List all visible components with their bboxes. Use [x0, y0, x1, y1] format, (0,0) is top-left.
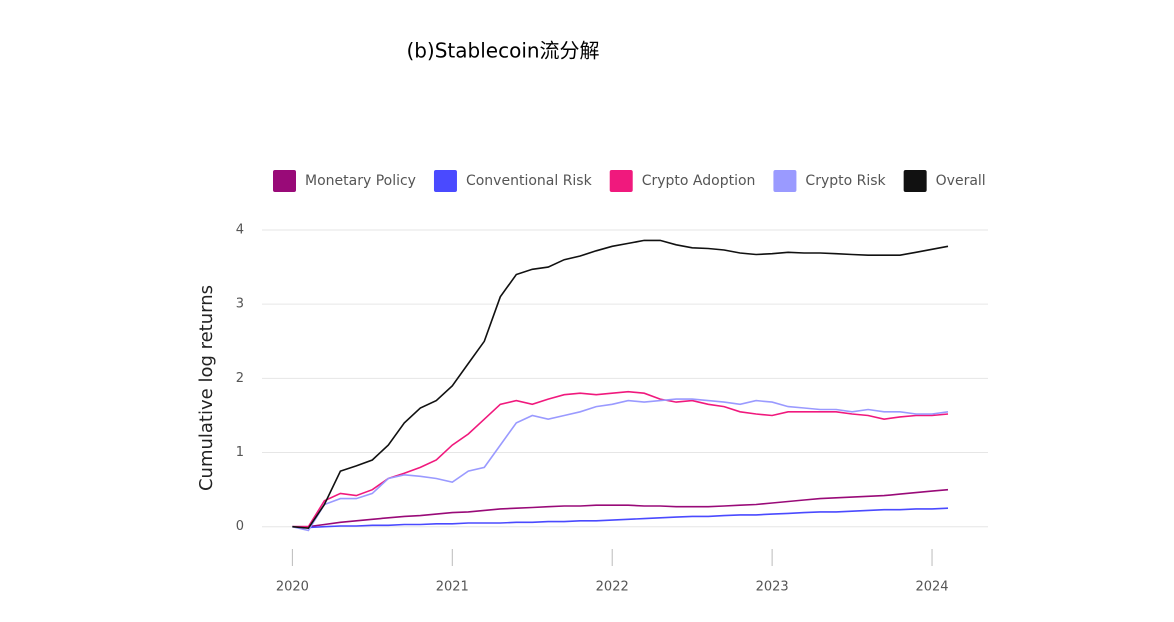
chart-title: (b)Stablecoin流分解 [406, 39, 599, 63]
line-series [292, 239, 949, 530]
x-tick-label: 2022 [596, 580, 629, 595]
line-series [292, 398, 949, 532]
x-tick-label: 2021 [436, 580, 469, 595]
y-axis-label: Cumulative log returns [196, 285, 217, 491]
legend-swatch [773, 170, 797, 192]
x-tick-label: 2024 [915, 580, 948, 595]
legend-label: Monetary Policy [305, 173, 416, 189]
legend-swatch [273, 170, 296, 192]
line-series [292, 390, 949, 528]
line-series [292, 507, 949, 529]
x-tick-label: 2023 [756, 580, 789, 595]
legend-swatch [433, 170, 457, 192]
line-series [292, 488, 949, 528]
y-tick-label: 2 [236, 371, 244, 386]
x-tick-label: 2020 [276, 580, 309, 595]
legend-label: Crypto Adoption [642, 173, 756, 189]
y-tick-label: 1 [236, 445, 244, 460]
legend-swatch [609, 170, 633, 192]
legend-swatch [903, 170, 927, 192]
legend-label: Crypto Risk [805, 173, 886, 189]
legend-label: Overall [936, 173, 986, 189]
y-tick-label: 0 [236, 519, 244, 534]
y-tick-label: 3 [236, 297, 244, 312]
y-tick-label: 4 [236, 223, 244, 238]
legend-label: Conventional Risk [466, 173, 593, 189]
